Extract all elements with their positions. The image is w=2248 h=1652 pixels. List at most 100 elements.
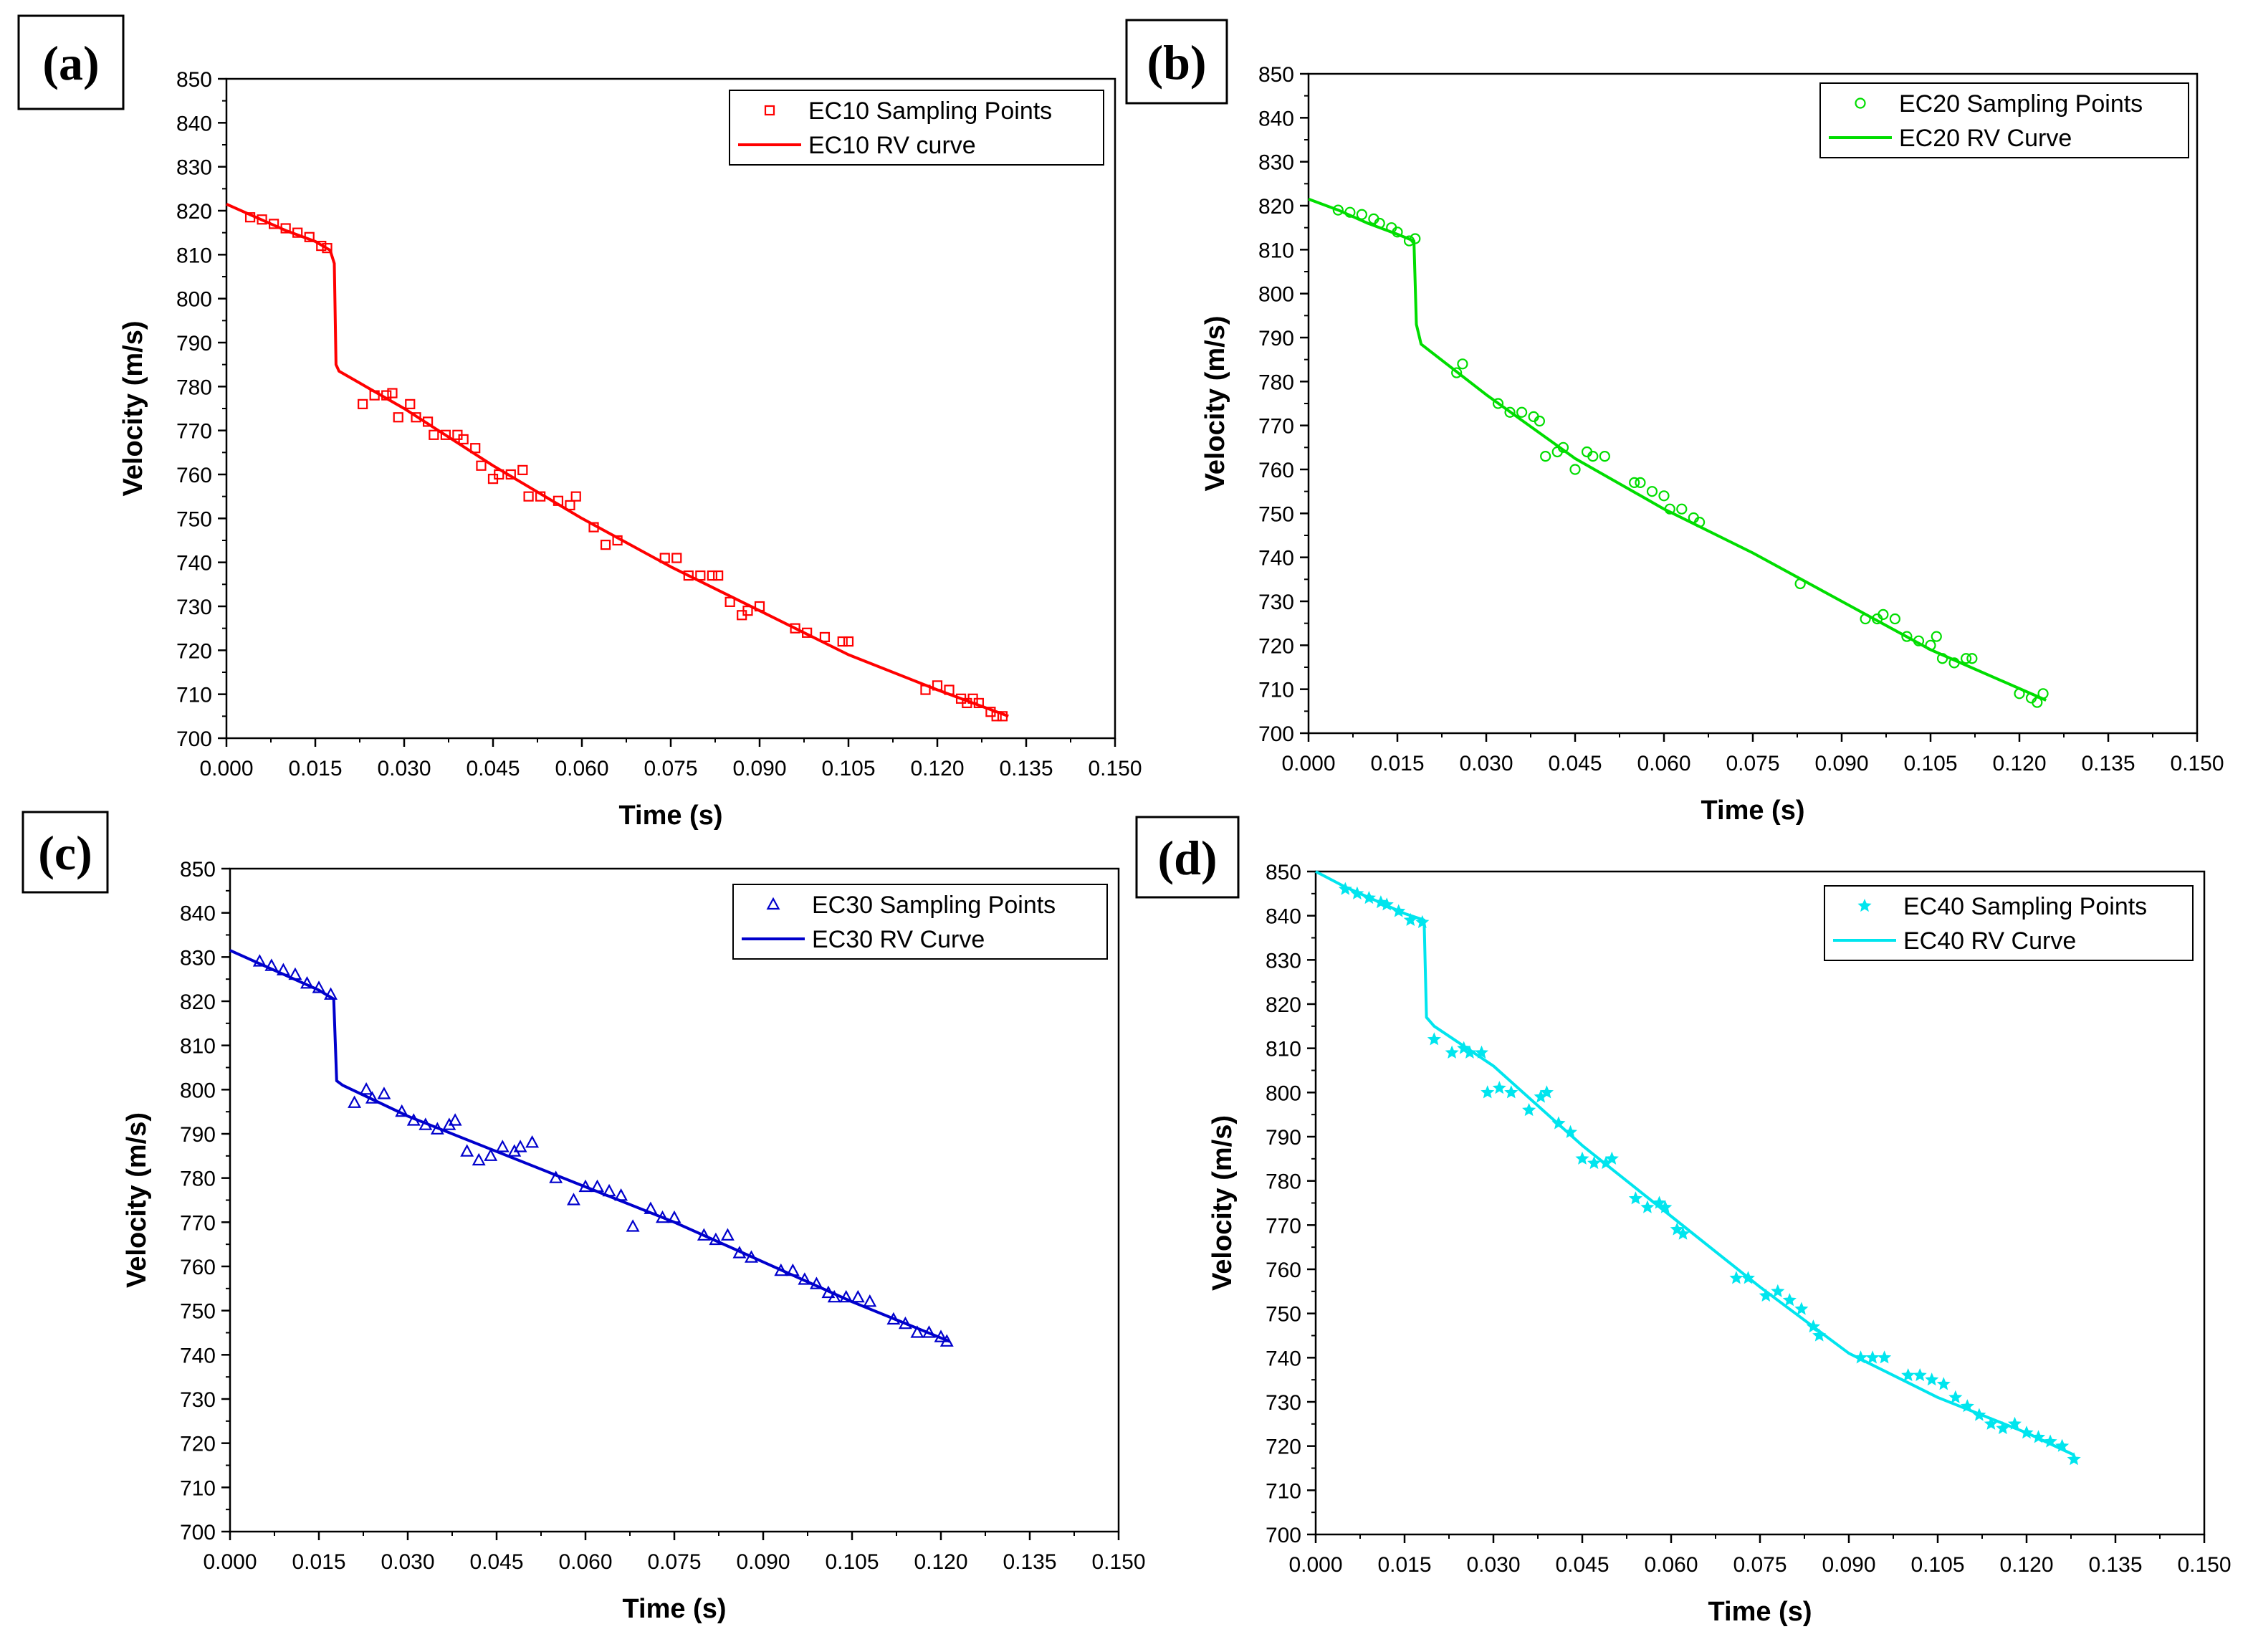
y-tick-label: 810 <box>1258 239 1294 262</box>
y-tick-label: 760 <box>180 1256 216 1279</box>
legend-box <box>729 90 1104 166</box>
sampling-point <box>300 976 314 989</box>
sampling-point <box>1878 1350 1892 1364</box>
panel-label-box <box>1125 19 1228 105</box>
sampling-point <box>667 1210 681 1223</box>
sampling-point <box>567 1193 580 1205</box>
y-tick-label: 850 <box>180 858 216 882</box>
sampling-point <box>991 711 1002 722</box>
y-tick-label: 850 <box>176 68 212 92</box>
sampling-point <box>790 623 800 634</box>
y-axis-label: Velocity (m/s) <box>1200 316 1230 492</box>
y-tick-label: 780 <box>176 376 212 399</box>
sampling-point <box>1972 1408 1986 1421</box>
sampling-point <box>1901 1367 1915 1382</box>
sampling-point <box>1948 657 1960 669</box>
sampling-point <box>1481 1085 1495 1099</box>
sampling-point <box>523 491 534 502</box>
x-tick-label: 0.030 <box>1459 752 1513 775</box>
sampling-point <box>1356 209 1368 220</box>
sampling-point <box>1741 1271 1755 1284</box>
sampling-point <box>322 243 333 254</box>
sampling-point <box>697 1228 711 1241</box>
sampling-point <box>802 627 813 638</box>
x-tick-label: 0.015 <box>292 1550 345 1574</box>
legend-marker <box>1855 97 1866 109</box>
sampling-point <box>358 398 368 409</box>
legend-label: EC10 RV curve <box>808 132 976 159</box>
x-tick-label: 0.015 <box>288 757 342 780</box>
sampling-point <box>1575 1151 1589 1165</box>
x-tick-label: 0.105 <box>825 1550 879 1574</box>
sampling-point <box>365 1091 379 1104</box>
sampling-point <box>1427 1032 1441 1046</box>
sampling-point <box>1936 1377 1951 1390</box>
sampling-point <box>565 500 575 511</box>
panel-label-box <box>17 14 125 110</box>
y-tick-label: 700 <box>1258 722 1294 746</box>
x-tick-label: 0.135 <box>999 757 1053 780</box>
sampling-point <box>614 1188 628 1201</box>
sampling-point <box>1492 1081 1506 1094</box>
panel-label: (d) <box>1157 831 1217 885</box>
x-tick-label: 0.015 <box>1377 1553 1431 1577</box>
y-tick-label: 720 <box>180 1433 216 1456</box>
sampling-point <box>395 1104 409 1117</box>
y-tick-label: 810 <box>180 1035 216 1059</box>
x-tick-label: 0.045 <box>1548 752 1602 775</box>
sampling-point <box>1925 639 1936 651</box>
sampling-point <box>886 1312 901 1325</box>
sampling-point <box>1889 613 1900 625</box>
sampling-point <box>570 491 581 502</box>
sampling-point <box>1960 1399 1974 1413</box>
y-tick-label: 820 <box>1266 993 1301 1017</box>
x-tick-label: 0.075 <box>647 1550 701 1574</box>
sampling-point <box>1563 1125 1577 1138</box>
sampling-point <box>1403 912 1417 926</box>
x-tick-label: 0.000 <box>203 1550 257 1574</box>
sampling-point <box>359 1082 373 1095</box>
sampling-point <box>1392 226 1403 238</box>
sampling-point <box>1504 406 1516 418</box>
sampling-point <box>1504 1085 1518 1099</box>
sampling-point <box>549 1170 563 1183</box>
sampling-point <box>1658 490 1670 502</box>
sampling-point <box>2067 1452 2081 1466</box>
legend-label: EC30 RV Curve <box>812 926 985 953</box>
sampling-point <box>1854 1350 1868 1364</box>
panel-label: (b) <box>1147 35 1206 90</box>
sampling-point <box>588 522 599 533</box>
y-tick-label: 770 <box>1258 415 1294 439</box>
x-tick-label: 0.150 <box>2170 752 2224 775</box>
legend-marker <box>764 105 775 116</box>
sampling-point <box>1759 1288 1773 1302</box>
sampling-point <box>920 684 931 695</box>
y-tick-label: 710 <box>176 684 212 707</box>
sampling-point <box>644 1201 658 1214</box>
sampling-point <box>381 390 392 401</box>
sampling-point <box>324 987 338 1000</box>
x-tick-label: 0.030 <box>377 757 431 780</box>
y-tick-label: 770 <box>176 420 212 444</box>
sampling-point <box>1640 1200 1655 1213</box>
sampling-point <box>1534 415 1545 427</box>
panel-label-box <box>21 811 109 894</box>
y-tick-label: 740 <box>1258 547 1294 570</box>
x-tick-label: 0.135 <box>2088 1553 2142 1577</box>
x-tick-label: 0.090 <box>1814 752 1868 775</box>
sampling-point <box>1410 233 1421 244</box>
sampling-point <box>513 1140 527 1152</box>
sampling-point <box>671 553 682 563</box>
sampling-point <box>1587 1155 1602 1170</box>
sampling-point <box>1374 217 1385 229</box>
sampling-point <box>525 1135 540 1148</box>
plot-frame <box>1314 870 2206 1536</box>
sampling-point <box>304 231 315 242</box>
sampling-point <box>1628 1191 1642 1205</box>
sampling-point <box>1587 450 1599 462</box>
sampling-point <box>1457 358 1468 370</box>
sampling-point <box>430 1122 444 1135</box>
y-tick-label: 770 <box>180 1211 216 1235</box>
sampling-point <box>440 429 451 440</box>
sampling-point <box>257 214 267 225</box>
